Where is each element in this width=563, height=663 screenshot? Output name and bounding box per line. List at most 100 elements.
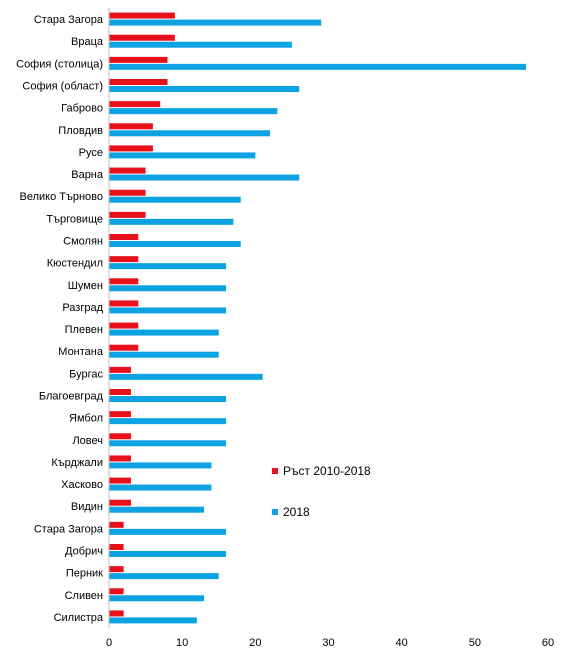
category-label: Перник xyxy=(66,568,103,580)
bar-2018 xyxy=(109,241,241,247)
category-label: Добрич xyxy=(65,546,103,558)
bar-2018 xyxy=(109,63,527,70)
legend-label-2018: 2018 xyxy=(283,505,310,519)
bar-2018 xyxy=(109,108,278,115)
bar-2018 xyxy=(109,373,263,380)
bar-2018 xyxy=(109,174,300,181)
bar-2018 xyxy=(109,19,322,26)
category-label: София (столица) xyxy=(16,58,103,70)
x-tick-label: 20 xyxy=(249,637,261,649)
bar-growth xyxy=(109,34,175,41)
category-label: Ловеч xyxy=(72,435,103,447)
category-label: Търговище xyxy=(46,213,103,225)
x-tick-label: 0 xyxy=(106,637,112,649)
bar-2018 xyxy=(109,617,197,624)
category-label: Монтана xyxy=(58,346,104,358)
category-label: Бургас xyxy=(69,368,103,380)
category-label: Хасково xyxy=(61,479,103,491)
category-label: Кърджали xyxy=(51,457,103,469)
bar-growth xyxy=(109,167,146,174)
bar-2018 xyxy=(109,573,219,580)
bar-2018 xyxy=(109,130,270,137)
bar-growth xyxy=(109,411,131,418)
bar-growth xyxy=(109,366,131,373)
category-labels: Стара Загора Враца София (столица) София (о… xyxy=(16,14,104,624)
bar-2018 xyxy=(109,329,219,336)
bar-growth xyxy=(109,256,139,263)
bar-growth xyxy=(109,234,139,240)
legend-swatch-growth xyxy=(272,468,278,474)
category-label: Плевен xyxy=(65,324,103,336)
bar-2018 xyxy=(109,285,227,292)
category-label: Видин xyxy=(71,501,103,513)
bar-2018 xyxy=(109,152,256,159)
bar-2018 xyxy=(109,351,219,358)
bar-growth xyxy=(109,322,139,329)
category-label: Сливен xyxy=(65,590,103,602)
bar-growth xyxy=(109,211,146,218)
category-label: Силистра xyxy=(54,612,104,624)
bar-growth xyxy=(109,389,131,395)
bar-2018 xyxy=(109,551,227,557)
bar-2018 xyxy=(109,440,227,447)
legend-label-growth: Ръст 2010-2018 xyxy=(283,464,371,478)
category-label: София (област) xyxy=(22,81,103,93)
bar-2018 xyxy=(109,41,292,48)
category-label: Варна xyxy=(71,169,104,181)
bar-2018 xyxy=(109,218,234,225)
bar-growth xyxy=(109,610,124,617)
x-axis-tick-labels: 0 10 20 30 40 50 60 xyxy=(106,637,554,649)
category-label: Стара Загора xyxy=(34,523,104,535)
bar-2018 xyxy=(109,528,227,535)
bar-2018 xyxy=(109,307,227,314)
bar-growth xyxy=(109,544,124,550)
bar-2018 xyxy=(109,396,227,402)
legend-swatch-2018 xyxy=(272,509,278,515)
bar-growth xyxy=(109,300,139,307)
bar-growth xyxy=(109,521,124,528)
bar-2018 xyxy=(109,263,227,270)
bars-group xyxy=(109,12,527,624)
bar-growth xyxy=(109,433,131,440)
bar-growth xyxy=(109,588,124,595)
category-label: Шумен xyxy=(68,280,103,292)
category-label: Габрово xyxy=(61,103,103,115)
bar-growth xyxy=(109,145,153,152)
bar-growth xyxy=(109,566,124,573)
bar-growth xyxy=(109,278,139,285)
bar-growth xyxy=(109,499,131,506)
category-label: Смолян xyxy=(63,236,103,248)
category-label: Русе xyxy=(79,147,103,159)
bar-2018 xyxy=(109,196,241,203)
category-label: Велико Търново xyxy=(19,191,103,203)
bar-growth xyxy=(109,123,153,130)
bar-growth xyxy=(109,344,139,351)
category-label: Разград xyxy=(62,302,103,314)
category-label: Благоевград xyxy=(39,391,104,403)
bar-2018 xyxy=(109,506,205,513)
bar-2018 xyxy=(109,418,227,425)
category-label: Пловдив xyxy=(58,125,103,137)
bar-growth xyxy=(109,79,168,85)
category-label: Ямбол xyxy=(69,413,103,425)
bar-growth xyxy=(109,12,175,19)
category-label: Враца xyxy=(71,36,104,48)
bar-growth xyxy=(109,56,168,63)
bar-2018 xyxy=(109,462,212,469)
bar-growth xyxy=(109,101,161,108)
category-label: Стара Загора xyxy=(34,14,104,26)
category-label: Кюстендил xyxy=(47,258,103,270)
x-tick-label: 30 xyxy=(322,637,334,649)
x-tick-label: 40 xyxy=(396,637,408,649)
bar-2018 xyxy=(109,86,300,92)
bar-2018 xyxy=(109,484,212,491)
x-tick-label: 60 xyxy=(542,637,554,649)
bar-growth xyxy=(109,477,131,484)
bar-2018 xyxy=(109,595,205,602)
x-tick-label: 10 xyxy=(176,637,188,649)
bar-growth xyxy=(109,455,131,462)
bar-growth xyxy=(109,189,146,196)
legend: Ръст 2010-2018 2018 xyxy=(272,464,371,519)
x-tick-label: 50 xyxy=(469,637,481,649)
